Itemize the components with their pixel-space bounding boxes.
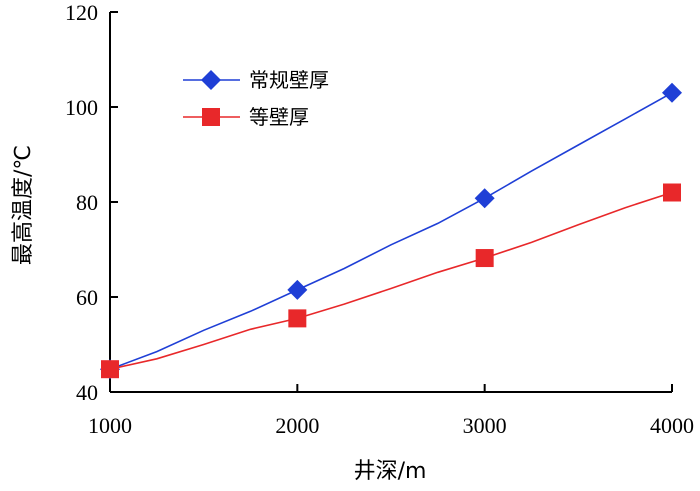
legend-label-series-2: 等壁厚 — [249, 105, 309, 129]
x-tick-label: 4000 — [650, 413, 694, 438]
series-layer — [100, 82, 682, 380]
data-point-diamond — [287, 279, 308, 300]
y-tick-label: 100 — [65, 95, 98, 120]
y-tick-label: 60 — [76, 285, 98, 310]
series-line-1 — [109, 92, 673, 370]
data-point-square — [101, 360, 119, 379]
legend: 常规壁厚 等壁厚 — [183, 68, 329, 129]
y-tick-label: 80 — [76, 190, 98, 215]
series-line-2 — [109, 191, 673, 370]
x-axis-title: 井深/m — [354, 459, 427, 484]
x-tick-label: 3000 — [463, 413, 507, 438]
legend-marker-square-icon — [202, 108, 220, 126]
data-point-diamond — [662, 82, 682, 103]
data-point-square — [663, 183, 681, 202]
tick-marks — [109, 11, 673, 393]
y-tick-label: 40 — [76, 380, 98, 405]
legend-label-series-1: 常规壁厚 — [249, 68, 329, 92]
y-tick-label: 120 — [65, 0, 98, 25]
legend-marker-diamond-icon — [201, 70, 221, 90]
data-point-square — [475, 249, 494, 268]
data-point-diamond — [474, 188, 495, 209]
y-axis-title: 最高温度/℃ — [11, 145, 36, 265]
x-tick-label: 1000 — [88, 413, 132, 438]
x-tick-label: 2000 — [275, 413, 319, 438]
tick-labels: 40 60 80 100 120 1000 2000 3000 4000 — [65, 0, 694, 438]
data-point-square — [288, 309, 307, 328]
